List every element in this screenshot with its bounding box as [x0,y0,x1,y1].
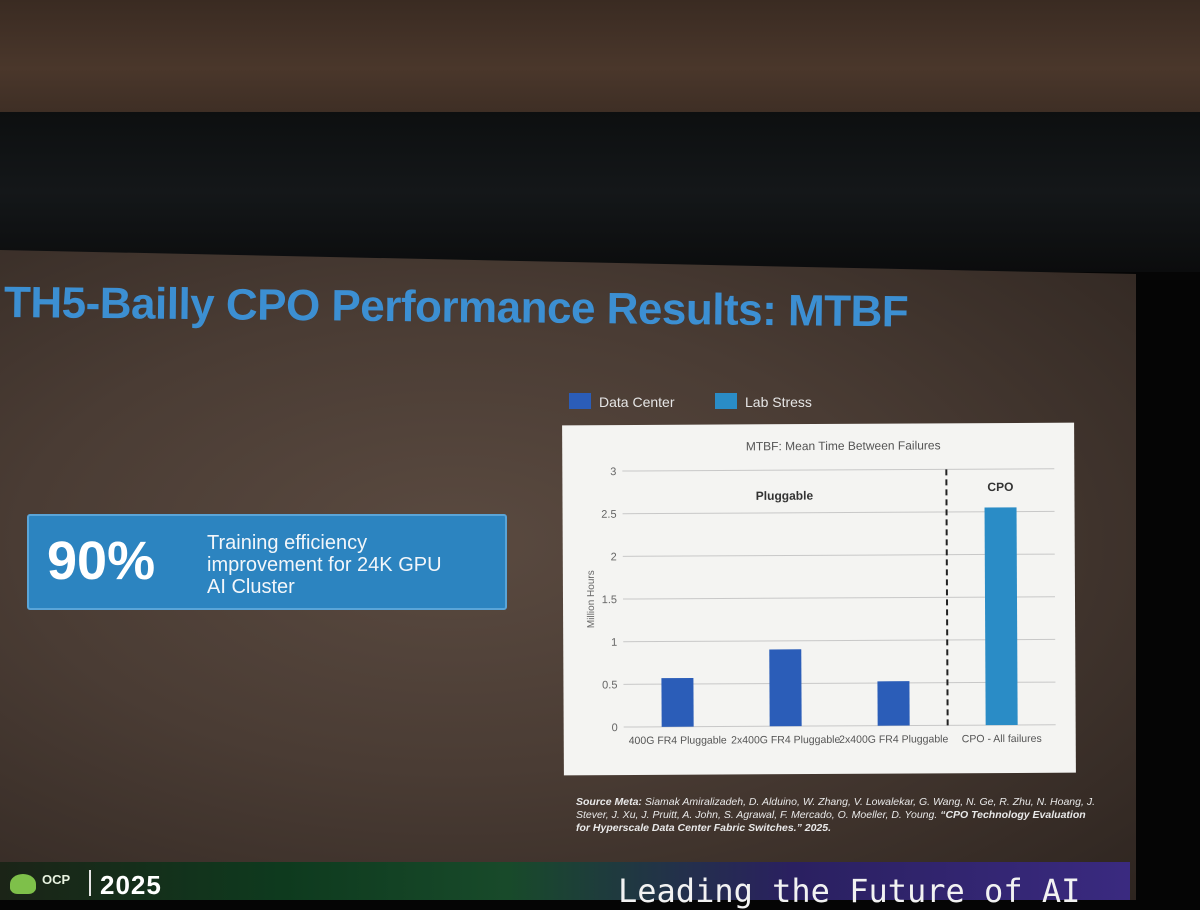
gridline-1 [623,681,1056,685]
ocp-logo-icon [10,874,36,894]
footer-banner: OCP 2025 Leading the Future of AI [0,862,1130,910]
source-citation: Source Meta: Siamak Amiralizadeh, D. Ald… [576,796,1096,835]
chart-panel: MTBF: Mean Time Between Failures 0 0.5 1 1.5… [562,422,1076,776]
pluggable-cpo-divider [945,469,949,730]
x-tick-label-1: 2x400G FR4 Pluggable [731,734,840,747]
chart-title: MTBF: Mean Time Between Failures [746,438,941,453]
bar-data-center-1 [769,649,802,727]
x-tick-label-0: 400G FR4 Pluggable [629,734,727,747]
y-tick-label-2: 1 [611,637,617,649]
gridline-6 [622,468,1055,472]
ceiling-background [0,0,1200,125]
legend-item-lab-stress: Lab Stress [715,391,835,413]
stat-callout: 90% Training efficiency improvement for … [27,514,507,610]
legend-swatch-lab-stress [715,393,737,409]
y-tick-label-6: 3 [610,466,616,478]
curtain-background [0,112,1200,272]
legend-item-data-center: Data Center [569,391,689,413]
bar-data-center-2 [877,681,910,726]
legend-label-lab-stress: Lab Stress [745,394,812,410]
footer-tagline: Leading the Future of AI [618,872,1081,910]
y-axis-label: Million Hours [586,570,597,628]
annotation-cpo: CPO [987,480,1013,494]
x-tick-label-3: CPO - All failures [962,733,1042,745]
source-label: Source Meta: [576,796,642,808]
source-authors: Siamak Amiralizadeh, D. Alduino, W. Zhan… [576,796,1095,821]
bar-data-center-0 [661,678,694,727]
y-tick-label-0: 0 [612,722,618,734]
stat-value: 90% [47,531,156,591]
mtbf-bar-chart: MTBF: Mean Time Between Failures 0 0.5 1 1.5… [586,438,1056,747]
y-tick-label-5: 2.5 [601,509,616,521]
gridline-3 [622,596,1055,600]
gridline-0 [623,724,1056,728]
legend-swatch-data-center [569,393,591,409]
bar-lab-stress-3 [984,507,1018,726]
y-tick-label-3: 1.5 [602,594,617,606]
gridline-4 [622,553,1055,557]
gridline-5 [622,510,1055,515]
footer-year: 2025 [100,870,162,900]
source-title: “CPO Technology Evaluation for Hyperscal… [576,809,1086,834]
slide-title: TH5-Bailly CPO Performance Results: MTBF [3,278,909,337]
legend-label-data-center: Data Center [599,394,675,410]
annotation-pluggable: Pluggable [756,489,814,503]
y-tick-label-1: 0.5 [602,679,617,691]
gridline-2 [623,638,1056,643]
footer-divider [89,870,91,896]
x-tick-label-2: 2x400G FR4 Pluggable [839,733,948,746]
y-tick-label-4: 2 [611,551,617,563]
footer-org: OCP [42,872,71,887]
stat-label: Training efficiency improvement for 24K … [207,532,442,598]
